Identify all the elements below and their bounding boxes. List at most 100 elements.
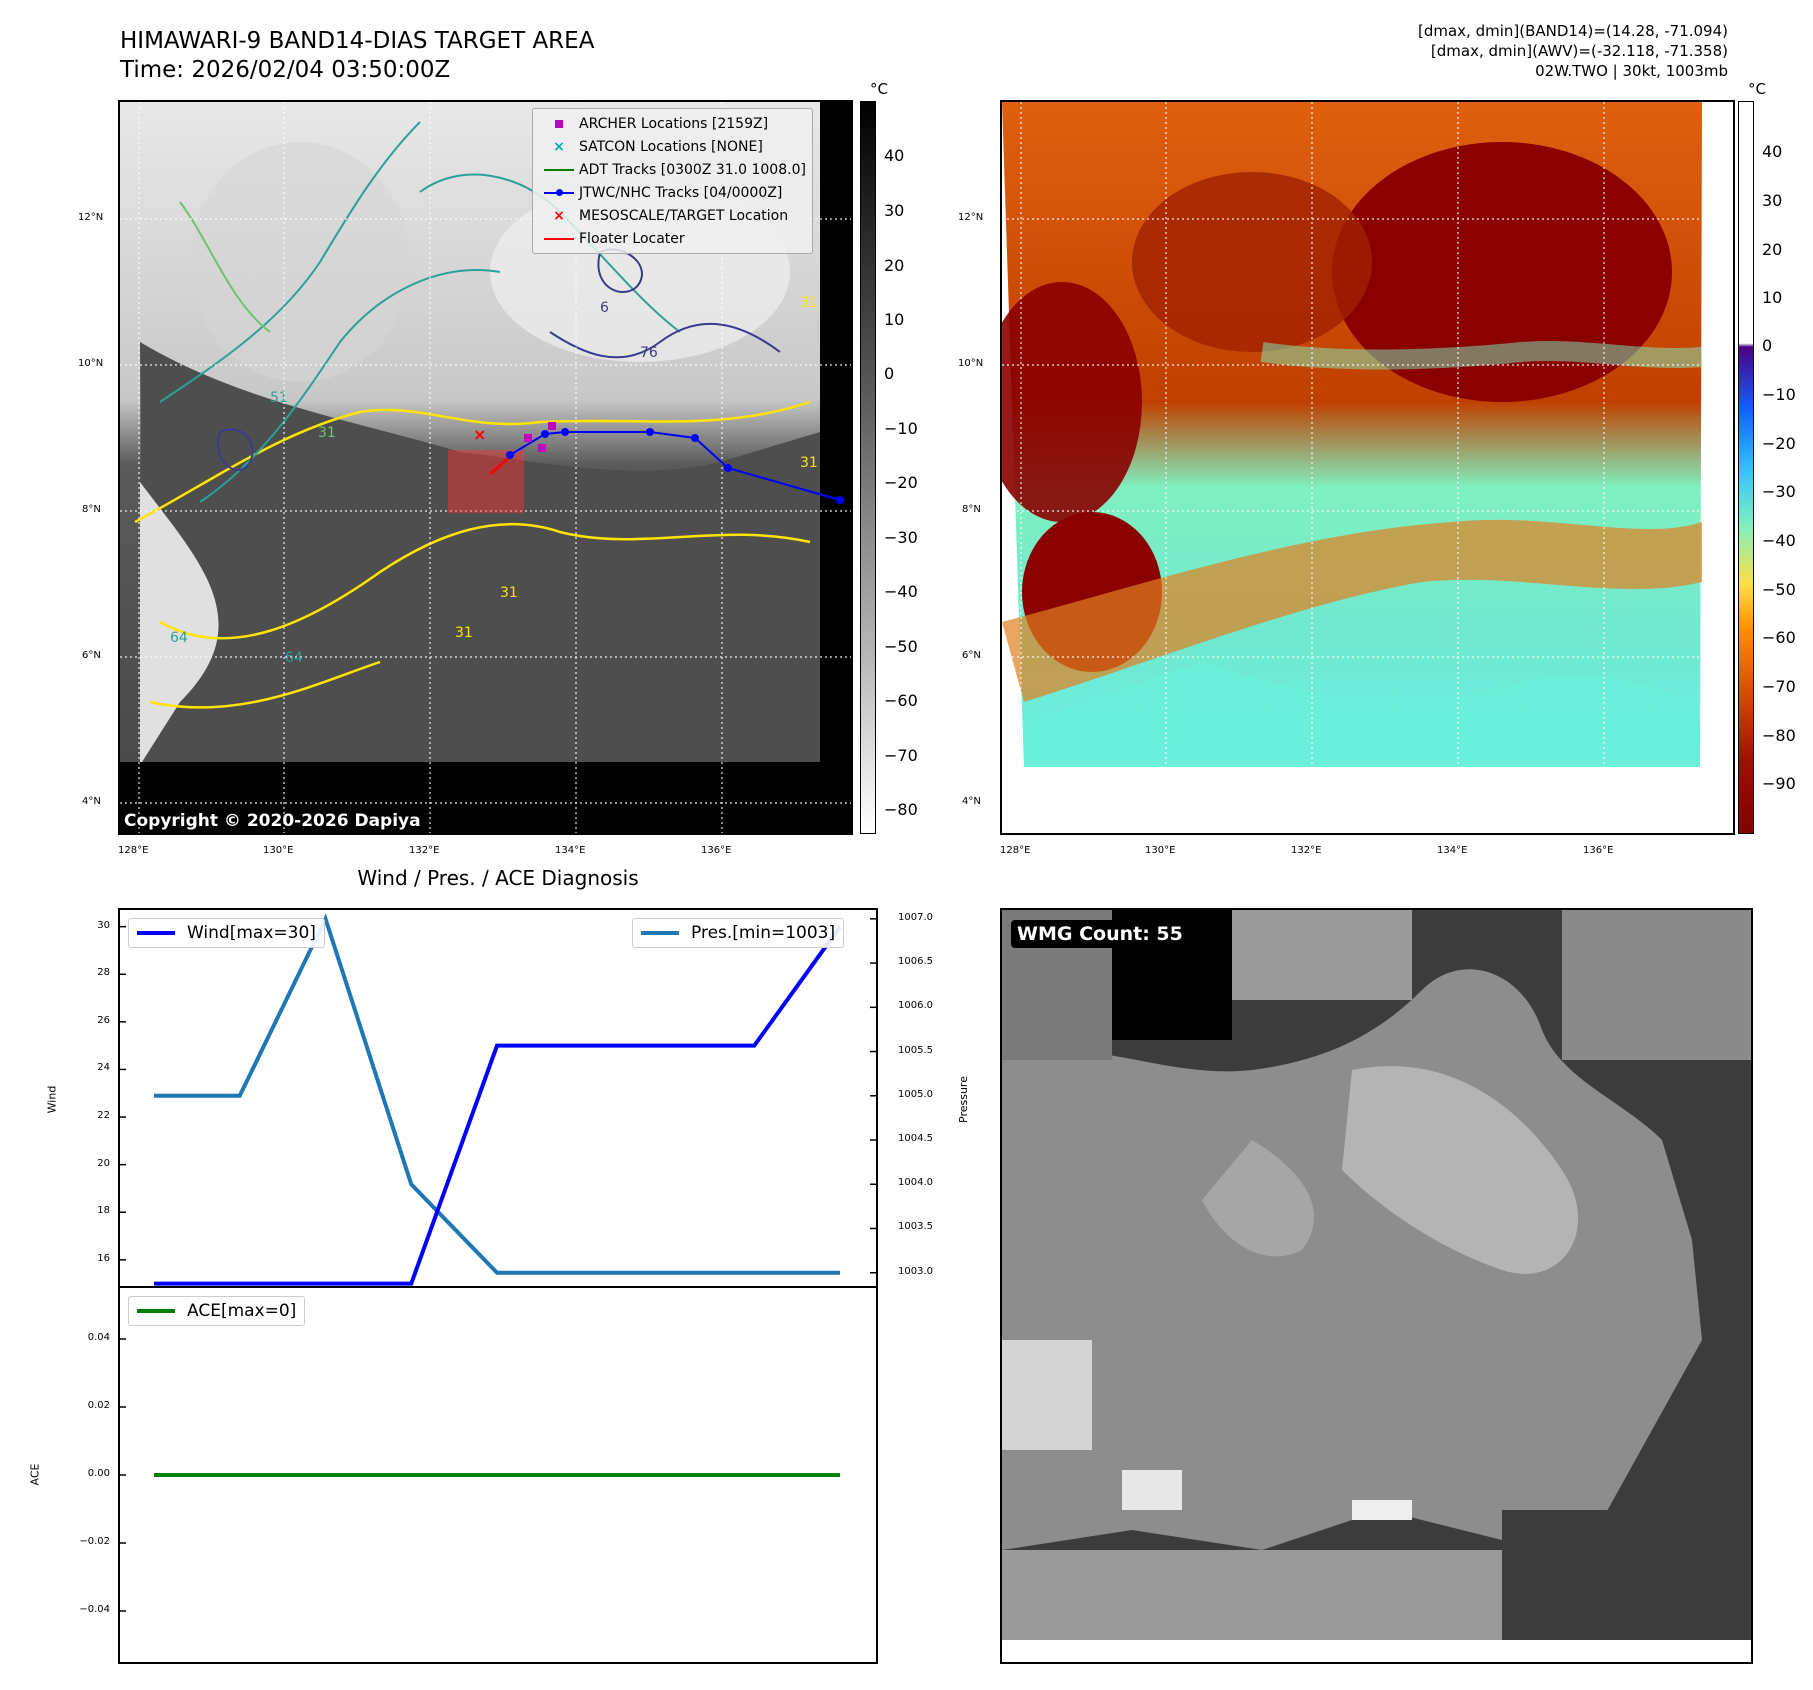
colorbar2	[1738, 101, 1754, 834]
meta-band14: [dmax, dmin](BAND14)=(14.28, -71.094)	[1417, 22, 1728, 40]
colorbar1-tick: 10	[884, 310, 905, 329]
wind-tick-label: 30	[97, 919, 110, 931]
figure-title-line2: Time: 2026/02/04 03:50:00Z	[120, 57, 451, 83]
contour-label: 76	[640, 345, 658, 361]
line-icon	[641, 931, 679, 935]
colorbar2-tick: −80	[1762, 726, 1796, 745]
wmg-count-badge: WMG Count: 55	[1011, 920, 1189, 948]
lat-tick: 10°N	[78, 358, 104, 369]
lat-tick: 12°N	[958, 212, 984, 223]
mesoscale-target-marker: ×	[473, 425, 486, 444]
pressure-tick-label: 1004.5	[898, 1133, 933, 1145]
wind-tick-label: 16	[97, 1252, 110, 1264]
awv-map-panel	[1000, 100, 1735, 835]
pressure-tick-label: 1005.0	[898, 1088, 933, 1100]
colorbar1-tick: −10	[884, 419, 918, 438]
archer-points	[524, 422, 556, 452]
pressure-tick-label: 1003.5	[898, 1221, 933, 1233]
lon-tick: 134°E	[555, 845, 586, 856]
contour-label: 31	[800, 455, 818, 471]
legend-item-mesoscale: × MESOSCALE/TARGET Location	[539, 204, 806, 227]
colorbar2-tick: 20	[1762, 240, 1783, 259]
line-icon	[544, 168, 574, 171]
lat-tick: 6°N	[962, 650, 981, 661]
contour-label: 64	[285, 650, 303, 666]
jtwc-track-points	[506, 428, 844, 504]
colorbar1-tick: −20	[884, 473, 918, 492]
colorbar1-tick: 40	[884, 146, 905, 165]
colorbar1-tick: −80	[884, 800, 918, 819]
wind-tick-label: 26	[97, 1014, 110, 1026]
colorbar2-tick: −10	[1762, 385, 1796, 404]
colorbar1-tick: −60	[884, 691, 918, 710]
x-icon: ×	[553, 138, 565, 155]
colorbar2-tick: 0	[1762, 336, 1773, 355]
wind-tick-label: 20	[97, 1157, 110, 1169]
lon-tick: 134°E	[1437, 845, 1468, 856]
pressure-axis-label: Pressure	[956, 1076, 970, 1123]
lon-tick: 136°E	[701, 845, 732, 856]
lat-tick: 4°N	[82, 796, 101, 807]
colorbar1-tick: 20	[884, 256, 905, 275]
line-icon	[137, 931, 175, 935]
lat-tick: 6°N	[82, 650, 101, 661]
contour-label: 6	[600, 300, 609, 316]
awv-gridlines	[1002, 102, 1733, 833]
wmg-image	[1002, 910, 1751, 1662]
pressure-tick-label: 1007.0	[898, 911, 933, 923]
colorbar2-tick: 30	[1762, 191, 1783, 210]
contour-label: 31	[318, 425, 336, 441]
colorbar1-tick: −30	[884, 528, 918, 547]
lat-tick: 8°N	[962, 504, 981, 515]
lon-tick: 130°E	[263, 845, 294, 856]
legend-item-floater: Floater Locater	[539, 227, 806, 250]
awv-map-image	[1002, 102, 1733, 833]
band14-map-panel: 31 51 64 76 31 31 31 64 31 6 ×	[118, 100, 853, 835]
contour-label: 64	[170, 630, 188, 646]
colorbar1	[860, 101, 876, 834]
wmg-panel	[1000, 908, 1753, 1664]
square-icon	[555, 119, 563, 128]
lat-tick: 4°N	[962, 796, 981, 807]
wind-pressure-plot	[120, 913, 876, 1286]
pressure-tick-label: 1004.0	[898, 1177, 933, 1189]
target-area-box	[448, 450, 524, 513]
wind-tick-label: 24	[97, 1062, 110, 1074]
contour-label: 31	[500, 585, 518, 601]
colorbar2-tick: −20	[1762, 434, 1796, 453]
line-icon	[137, 1309, 175, 1313]
colorbar1-unit: °C	[870, 80, 888, 98]
wind-pressure-chart	[118, 908, 878, 1288]
colorbar1-tick: −40	[884, 582, 918, 601]
meta-awv: [dmax, dmin](AWV)=(-32.118, -71.358)	[1430, 42, 1728, 60]
lat-tick: 12°N	[78, 212, 104, 223]
legend-item-archer: ARCHER Locations [2159Z]	[539, 112, 806, 135]
map-legend: ARCHER Locations [2159Z] × SATCON Locati…	[532, 108, 813, 254]
colorbar2-tick: −90	[1762, 774, 1796, 793]
pressure-series-line	[154, 913, 840, 1275]
lon-tick: 132°E	[409, 845, 440, 856]
colorbar2-tick: −40	[1762, 531, 1796, 550]
wind-legend: Wind[max=30]	[128, 918, 325, 948]
lon-tick: 136°E	[1583, 845, 1614, 856]
ace-tick-label: −0.02	[79, 1536, 110, 1547]
lat-tick: 10°N	[958, 358, 984, 369]
lon-tick: 128°E	[118, 845, 149, 856]
colorbar2-tick: 10	[1762, 288, 1783, 307]
x-icon: ×	[553, 207, 565, 224]
lon-tick: 132°E	[1291, 845, 1322, 856]
colorbar1-tick: 0	[884, 364, 895, 383]
colorbar2-tick: −60	[1762, 628, 1796, 647]
colorbar2-tick: −50	[1762, 580, 1796, 599]
colorbar2-tick: −70	[1762, 677, 1796, 696]
pressure-tick-label: 1006.0	[898, 1000, 933, 1012]
colorbar2-tick: 40	[1762, 142, 1783, 161]
pressure-tick-label: 1006.5	[898, 956, 933, 968]
ace-legend: ACE[max=0]	[128, 1296, 306, 1326]
wind-tick-label: 18	[97, 1205, 110, 1217]
ace-tick-label: 0.02	[87, 1400, 110, 1411]
colorbar1-tick: 30	[884, 201, 905, 220]
pressure-legend: Pres.[min=1003]	[632, 918, 845, 948]
meta-storm: 02W.TWO | 30kt, 1003mb	[1535, 62, 1728, 80]
colorbar1-tick: −70	[884, 746, 918, 765]
